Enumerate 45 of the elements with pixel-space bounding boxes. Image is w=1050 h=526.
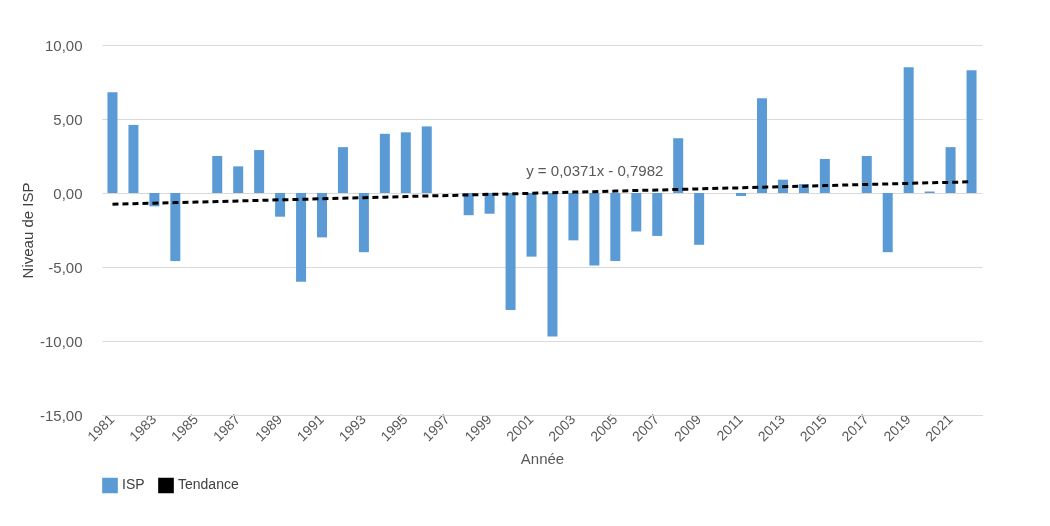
bar xyxy=(379,133,390,193)
bar xyxy=(463,193,474,216)
y-axis-title: Niveau de ISP xyxy=(18,182,36,279)
bar xyxy=(757,98,767,193)
bar xyxy=(945,147,956,193)
bar xyxy=(589,193,600,266)
bar xyxy=(505,193,516,310)
bar xyxy=(736,193,747,196)
bar xyxy=(631,193,642,232)
bar xyxy=(317,193,327,238)
bar xyxy=(694,193,705,245)
bar xyxy=(400,132,411,193)
bar xyxy=(652,193,663,236)
bar xyxy=(484,193,495,214)
y-tick-label: 0,00 xyxy=(53,184,83,202)
y-tick-label: -5,00 xyxy=(48,258,83,276)
bar xyxy=(610,193,621,262)
legend-label: Tendance xyxy=(178,476,239,493)
bar xyxy=(128,124,139,193)
bar xyxy=(966,70,977,193)
y-tick-label: -10,00 xyxy=(39,332,83,350)
bar xyxy=(568,193,579,241)
bar xyxy=(819,158,830,193)
bar xyxy=(421,126,432,193)
bar xyxy=(358,193,369,253)
bar xyxy=(254,150,265,193)
bar xyxy=(882,193,893,253)
bar xyxy=(275,193,286,217)
bar xyxy=(337,147,348,193)
x-axis-title: Année xyxy=(520,450,565,468)
legend-label: ISP xyxy=(122,476,145,493)
bar xyxy=(861,156,872,193)
bar xyxy=(212,156,223,193)
bar xyxy=(526,193,537,257)
bar xyxy=(170,193,181,262)
y-tick-label: -15,00 xyxy=(39,406,83,424)
bar xyxy=(296,193,307,282)
y-tick-label: 10,00 xyxy=(44,36,83,54)
bar xyxy=(903,67,914,193)
bar xyxy=(673,138,684,193)
y-tick-label: 5,00 xyxy=(53,110,83,128)
bar xyxy=(547,193,558,337)
annotation: y = 0,0371x - 0,7982 xyxy=(526,161,664,179)
bar xyxy=(107,92,118,193)
bar xyxy=(233,166,244,193)
